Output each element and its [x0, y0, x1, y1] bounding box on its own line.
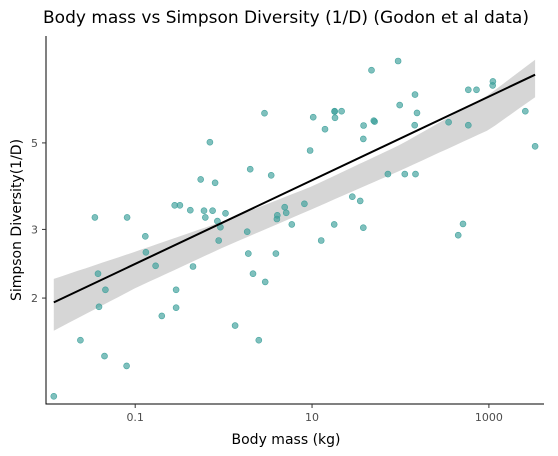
data-point	[189, 263, 197, 270]
data-point	[301, 200, 308, 208]
data-point	[356, 197, 364, 205]
data-point	[77, 336, 84, 344]
data-point	[200, 207, 208, 214]
data-point	[368, 66, 375, 74]
data-point	[222, 210, 229, 217]
confidence-band-layer	[53, 59, 536, 331]
y-tick-label: 3	[31, 223, 38, 236]
data-point	[272, 250, 280, 257]
data-point	[255, 336, 263, 344]
data-point	[245, 250, 252, 257]
data-point	[231, 322, 239, 329]
data-point	[384, 170, 392, 178]
data-point	[348, 193, 356, 200]
data-point	[413, 109, 421, 117]
data-point	[267, 172, 275, 179]
data-point	[172, 286, 180, 294]
data-point	[273, 212, 281, 219]
data-point	[172, 304, 180, 312]
data-point	[158, 312, 166, 320]
fit-line	[53, 73, 536, 304]
data-point	[281, 203, 289, 211]
data-point	[123, 214, 131, 221]
data-point	[215, 237, 222, 244]
data-point	[521, 107, 529, 115]
data-point	[152, 262, 159, 270]
data-point	[371, 118, 378, 125]
y-tick-label: 5	[31, 137, 38, 150]
data-point	[411, 121, 419, 129]
data-point	[309, 113, 317, 121]
data-point	[360, 122, 367, 129]
data-point	[187, 206, 194, 214]
data-point	[359, 224, 367, 231]
y-tick-label: 2	[31, 292, 38, 305]
data-point	[261, 278, 269, 286]
data-point	[249, 270, 257, 278]
data-point	[95, 303, 103, 311]
data-point	[445, 118, 452, 126]
data-point	[396, 101, 404, 109]
data-point	[330, 221, 338, 228]
data-point	[394, 57, 402, 65]
data-points-layer	[50, 57, 539, 400]
data-point	[359, 135, 367, 143]
data-point	[454, 231, 462, 239]
x-tick-label: 10	[305, 411, 319, 424]
axes-layer: 0.1 10 1000 2 3 5	[31, 36, 544, 424]
y-axis-title: Simpson Diversity(1/D)	[9, 139, 25, 301]
data-point	[531, 143, 539, 150]
data-point	[411, 91, 419, 98]
data-point	[243, 228, 251, 235]
data-point	[209, 207, 216, 214]
data-point	[464, 121, 472, 129]
data-point	[94, 270, 102, 278]
data-point	[412, 170, 419, 178]
data-point	[317, 237, 325, 244]
data-point	[142, 233, 149, 240]
data-point	[338, 107, 345, 115]
data-point	[176, 202, 184, 209]
data-point	[331, 114, 339, 122]
x-tick-label: 1000	[475, 411, 503, 424]
data-point	[401, 170, 409, 178]
x-axis-title: Body mass (kg)	[232, 432, 341, 448]
data-point	[197, 176, 204, 183]
data-point	[473, 86, 480, 94]
data-point	[102, 286, 109, 294]
data-point	[91, 214, 99, 221]
data-point	[123, 362, 130, 370]
data-point	[459, 220, 467, 228]
data-point	[50, 392, 58, 400]
data-point	[206, 138, 214, 146]
data-point	[246, 165, 254, 173]
data-point	[261, 109, 268, 117]
data-point	[202, 214, 209, 221]
data-point	[331, 108, 338, 115]
data-point	[489, 78, 497, 85]
x-tick-label: 0.1	[126, 411, 144, 424]
fit-line-layer	[53, 73, 536, 304]
data-point	[142, 249, 150, 256]
confidence-band	[53, 59, 536, 331]
data-point	[288, 221, 296, 228]
data-point	[211, 179, 219, 187]
data-point	[101, 352, 108, 360]
data-point	[464, 86, 472, 94]
chart-title: Body mass vs Simpson Diversity (1/D) (Go…	[43, 8, 529, 28]
data-point	[282, 209, 290, 217]
data-point	[321, 125, 329, 133]
data-point	[306, 147, 314, 154]
